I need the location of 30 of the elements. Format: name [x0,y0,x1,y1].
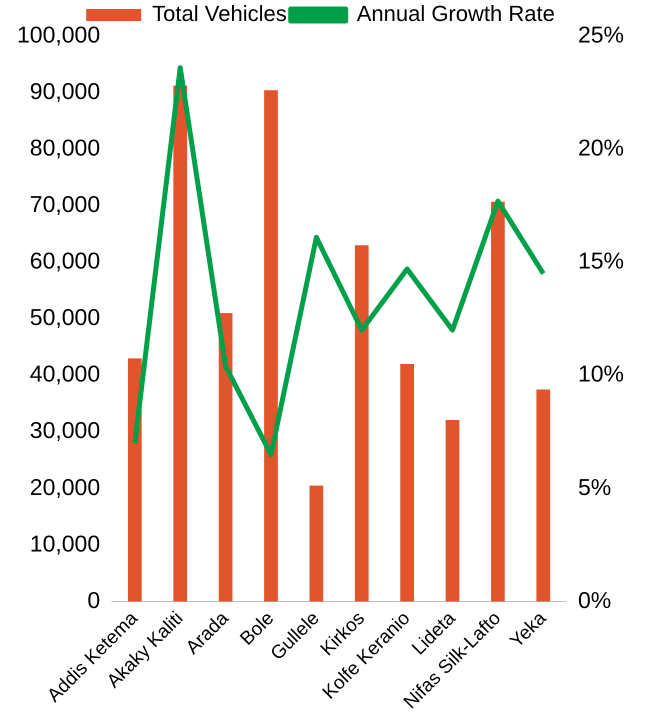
bar [491,202,505,602]
x-tick-label: Yeka [506,608,551,652]
bar [309,486,324,602]
legend-label: Annual Growth Rate [356,1,555,26]
y-tick-label: 40,000 [30,360,100,387]
y2-tick-label: 20% [578,134,624,160]
y-tick-label: 70,000 [30,191,100,218]
y2-tick-label: 5% [578,474,612,500]
bar [173,86,188,602]
y-tick-label: 60,000 [30,248,100,274]
y2-tick-label: 15% [578,248,624,274]
y-tick-label: 90,000 [30,78,100,104]
y-tick-label: 10,000 [30,530,100,556]
bar [536,389,550,602]
y2-tick-label: 10% [578,360,624,387]
bar [128,358,142,602]
y-tick-label: 0 [87,586,100,613]
bar [446,420,460,602]
legend-label: Total Vehicles [152,1,287,26]
y-tick-label: 30,000 [30,417,100,444]
y-tick-label: 20,000 [30,474,100,500]
y-tick-label: 80,000 [30,134,100,160]
y2-tick-label: 25% [578,21,624,48]
bar [354,245,369,602]
bar [264,90,278,602]
bar [218,313,232,602]
y-tick-label: 100,000 [17,21,100,48]
y2-tick-label: 0% [578,586,612,613]
y-tick-label: 50,000 [30,304,100,330]
bar [400,364,414,602]
